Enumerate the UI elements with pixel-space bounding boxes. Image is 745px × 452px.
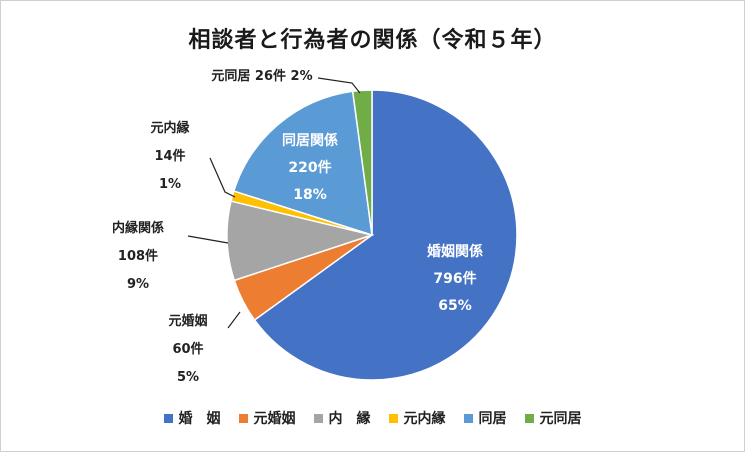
pie-slice [232,90,373,237]
legend-item: 内 縁 [313,408,371,428]
data-label: 婚姻関係 [427,243,483,260]
legend-swatch [313,413,323,423]
legend-label: 元婚姻 [253,411,296,427]
leader-line [209,157,236,198]
legend-label: 元内縁 [403,411,446,427]
data-label: 内縁関係 [112,220,164,236]
pie-slice [351,89,373,236]
data-label: 1% [159,177,181,192]
pie-slice [226,200,375,282]
data-label: 65% [438,298,472,314]
legend: 婚 姻 元婚姻 内 縁 元内縁 同居 元同居 [0,408,745,428]
legend-item: 元同居 [524,408,582,428]
legend-label: 内 縁 [328,411,371,427]
legend-label: 元同居 [539,411,582,427]
legend-item: 婚 姻 [163,408,221,428]
data-label: 5% [177,370,199,385]
legend-item: 元内縁 [388,408,446,428]
data-label: 9% [127,277,149,292]
leader-line [317,77,361,94]
data-label: 60件 [172,341,203,357]
data-label: 元内縁 [150,120,189,136]
legend-label: 婚 姻 [178,411,221,427]
legend-swatch [524,413,534,423]
data-label: 18% [293,187,327,203]
data-label: 14件 [154,148,185,164]
legend-swatch [463,413,473,423]
data-label: 元婚姻 [168,313,207,329]
legend-swatch [163,413,173,423]
legend-item: 元婚姻 [238,408,296,428]
legend-swatch [238,413,248,423]
data-label: 796件 [433,270,476,287]
data-label: 元同居 26件 2% [211,68,312,84]
leader-line [187,235,229,244]
pie-slice [253,89,518,381]
chart-title: 相談者と行為者の関係（令和５年） [188,28,557,53]
data-label: 108件 [118,248,158,264]
legend-item: 同居 [463,408,507,428]
legend-swatch [388,413,398,423]
data-label: 220件 [288,159,331,176]
leader-line [227,311,241,329]
legend-label: 同居 [478,411,507,427]
data-label: 同居関係 [282,132,338,149]
